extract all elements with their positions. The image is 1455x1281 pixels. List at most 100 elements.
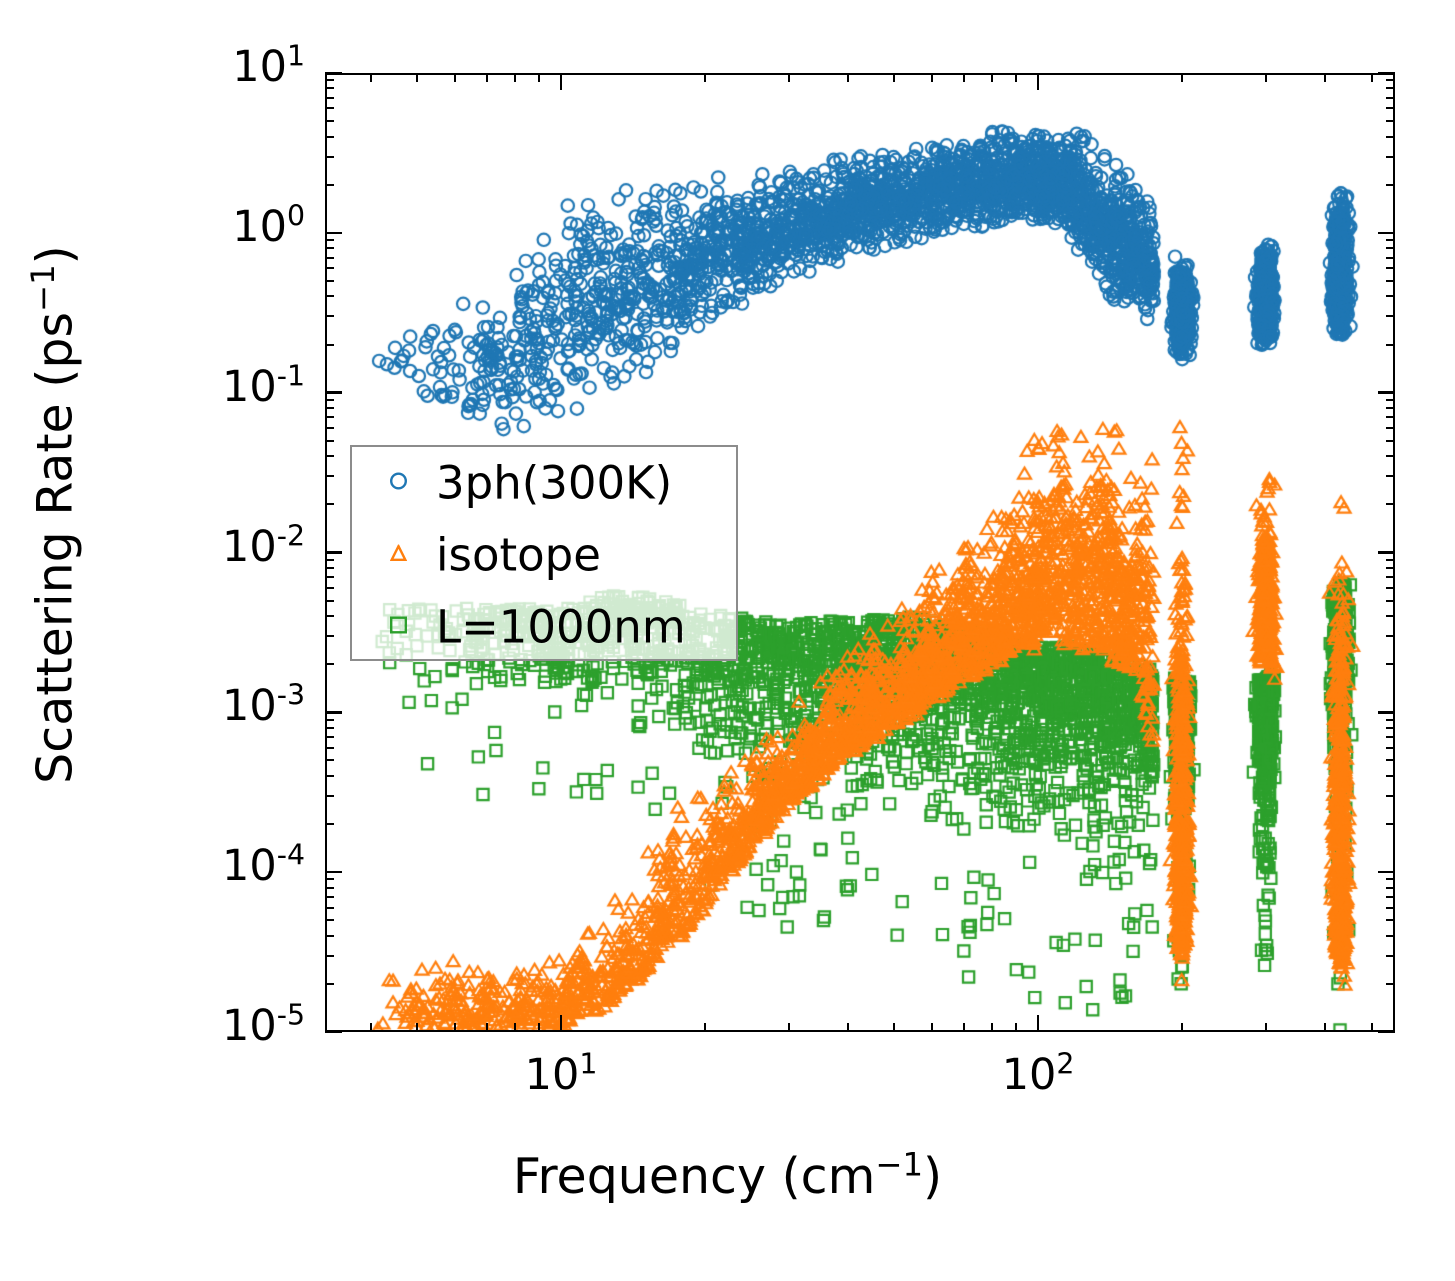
tick-mark	[325, 615, 334, 618]
tick-mark	[325, 231, 342, 235]
tick-mark	[1324, 1023, 1327, 1032]
tick-mark	[486, 73, 489, 82]
tick-mark	[1386, 343, 1395, 346]
tick-mark	[1386, 919, 1395, 922]
tick-mark	[703, 73, 706, 82]
legend-label: L=1000nm	[436, 600, 686, 654]
tick-mark	[1264, 1023, 1267, 1032]
tick-mark	[1386, 475, 1395, 478]
tick-mark	[325, 71, 342, 75]
tick-mark	[325, 267, 334, 270]
tick-mark	[1180, 1023, 1183, 1032]
tick-mark	[1386, 736, 1395, 739]
tick-mark	[325, 96, 334, 99]
tick-mark	[325, 566, 334, 569]
tick-mark	[325, 759, 334, 762]
tick-mark	[1386, 823, 1395, 826]
tick-mark	[1386, 267, 1395, 270]
x-tick-label: 101	[524, 1047, 598, 1100]
tick-mark	[325, 135, 334, 138]
y-tick-label: 100	[232, 199, 305, 252]
tick-mark	[325, 774, 334, 777]
legend-label: isotope	[436, 528, 601, 582]
legend-item-triangle[interactable]: isotope	[352, 519, 736, 591]
tick-mark	[416, 1023, 419, 1032]
tick-mark	[1386, 79, 1395, 82]
tick-mark	[1386, 886, 1395, 889]
y-tick-label: 10-3	[221, 679, 305, 732]
tick-mark	[1386, 107, 1395, 110]
plot-area	[325, 73, 1395, 1032]
tick-mark	[1386, 427, 1395, 430]
tick-mark	[1386, 663, 1395, 666]
tick-mark	[325, 823, 334, 826]
tick-mark	[1386, 247, 1395, 250]
tick-mark	[1386, 906, 1395, 909]
tick-mark	[963, 73, 966, 82]
tick-mark	[1386, 315, 1395, 318]
tick-mark	[325, 407, 334, 410]
tick-mark	[325, 576, 334, 579]
tick-mark	[325, 919, 334, 922]
y-tick-label: 10-1	[221, 359, 305, 412]
tick-mark	[325, 551, 342, 554]
tick-mark	[325, 906, 334, 909]
tick-mark	[1386, 503, 1395, 506]
tick-mark	[325, 746, 334, 749]
tick-mark	[513, 73, 516, 82]
tick-mark	[1015, 1023, 1018, 1032]
tick-mark	[513, 1023, 516, 1032]
tick-mark	[1386, 279, 1395, 282]
tick-mark	[325, 586, 334, 589]
tick-mark	[559, 1015, 563, 1032]
tick-mark	[325, 120, 334, 123]
tick-mark	[1180, 73, 1183, 82]
tick-mark	[1386, 439, 1395, 442]
circle-marker	[389, 472, 408, 494]
tick-mark	[1386, 586, 1395, 589]
legend-label: 3ph(300K)	[436, 456, 673, 510]
tick-mark	[325, 794, 334, 797]
tick-mark	[1378, 391, 1395, 394]
tick-mark	[325, 558, 334, 561]
y-axis-label: Scattering Rate (ps−1)	[24, 245, 84, 784]
tick-mark	[325, 256, 334, 259]
tick-mark	[1386, 774, 1395, 777]
legend-box[interactable]: 3ph(300K) isotope L=1000nm	[350, 445, 738, 661]
tick-mark	[1386, 407, 1395, 410]
tick-mark	[1386, 794, 1395, 797]
tick-mark	[1378, 71, 1395, 75]
tick-mark	[325, 599, 334, 602]
tick-mark	[325, 155, 334, 158]
tick-mark	[325, 398, 334, 401]
tick-mark	[893, 1023, 896, 1032]
tick-mark	[1386, 566, 1395, 569]
tick-mark	[370, 73, 373, 82]
tick-mark	[559, 73, 563, 90]
tick-mark	[1386, 934, 1395, 937]
tick-mark	[1378, 551, 1395, 554]
tick-mark	[1386, 759, 1395, 762]
y-tick-label: 10-4	[221, 838, 305, 892]
tick-mark	[454, 73, 457, 82]
tick-mark	[1015, 73, 1018, 82]
y-tick-label: 10-2	[221, 519, 305, 572]
tick-mark	[990, 1023, 993, 1032]
tick-mark	[325, 635, 334, 638]
tick-mark	[416, 73, 419, 82]
tick-mark	[325, 934, 334, 937]
tick-mark	[990, 73, 993, 82]
tick-mark	[325, 895, 334, 898]
tick-mark	[1386, 895, 1395, 898]
tick-mark	[847, 1023, 850, 1032]
tick-mark	[325, 878, 334, 881]
tick-mark	[1370, 73, 1373, 82]
tick-mark	[325, 416, 334, 419]
legend-item-circle[interactable]: 3ph(300K)	[352, 447, 736, 519]
tick-mark	[325, 295, 334, 298]
tick-mark	[325, 315, 334, 318]
tick-mark	[1386, 455, 1395, 458]
tick-mark	[325, 718, 334, 721]
legend-item-square[interactable]: L=1000nm	[352, 591, 736, 663]
tick-mark	[1386, 256, 1395, 259]
